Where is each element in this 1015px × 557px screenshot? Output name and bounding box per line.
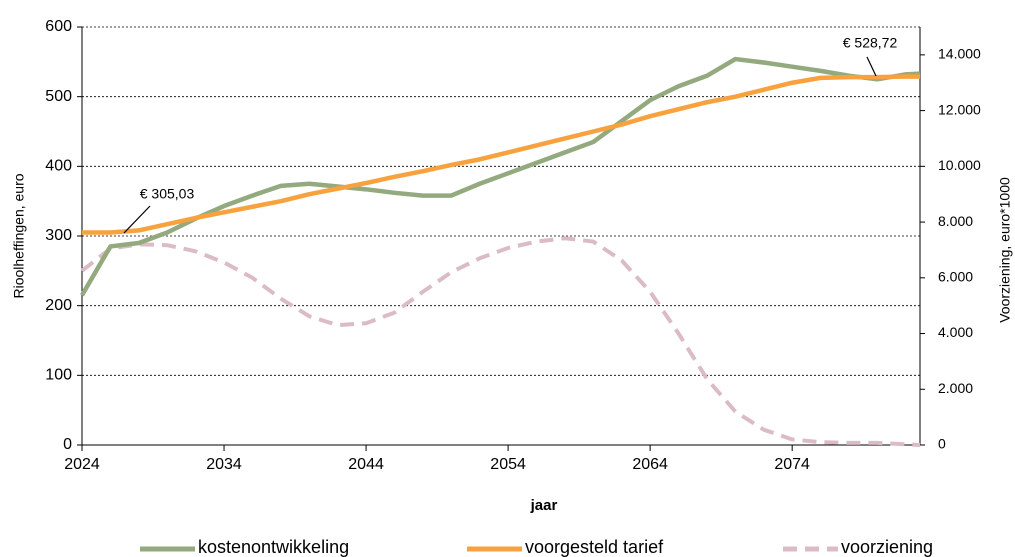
- y-axis-label: Rioolheffingen, euro: [11, 173, 27, 298]
- legend-label: voorgesteld tarief: [525, 537, 664, 557]
- y2-tick-label: 14.000: [938, 46, 981, 62]
- y2-tick-label: 8.000: [938, 213, 973, 229]
- y2-tick-label: 6.000: [938, 269, 973, 285]
- x-tick-label: 2064: [632, 456, 668, 473]
- data-line: [81, 74, 921, 235]
- annotation: € 528,72: [843, 35, 898, 51]
- y2-tick-label: 12.000: [938, 101, 981, 117]
- y2-axis-label: Voorziening, euro*1000: [997, 177, 1013, 323]
- y2-tick-label: 10.000: [938, 157, 981, 173]
- y-tick-label: 600: [45, 18, 72, 35]
- x-tick-label: 2074: [774, 456, 810, 473]
- y-tick-label: 0: [63, 436, 72, 453]
- data-line: [80, 56, 921, 297]
- legend-label: kostenontwikkeling: [198, 537, 349, 557]
- y-tick-label: 300: [45, 227, 72, 244]
- x-tick-label: 2034: [206, 456, 242, 473]
- y-tick-label: 100: [45, 367, 72, 384]
- annotation-leader: [866, 56, 877, 77]
- annotation-leader: [123, 205, 151, 234]
- y2-tick-label: 0: [938, 436, 946, 452]
- x-tick-label: 2044: [348, 456, 384, 473]
- data-line: [80, 236, 921, 447]
- y2-tick-label: 4.000: [938, 324, 973, 340]
- x-tick-label: 2024: [64, 456, 100, 473]
- y-tick-label: 200: [45, 297, 72, 314]
- y-tick-label: 500: [45, 88, 72, 105]
- x-tick-label: 2054: [490, 456, 526, 473]
- annotation: € 305,03: [140, 186, 195, 202]
- x-axis-label: jaar: [530, 497, 558, 514]
- y2-tick-label: 2.000: [938, 380, 973, 396]
- y-tick-label: 400: [45, 158, 72, 175]
- legend-label: voorziening: [841, 537, 933, 557]
